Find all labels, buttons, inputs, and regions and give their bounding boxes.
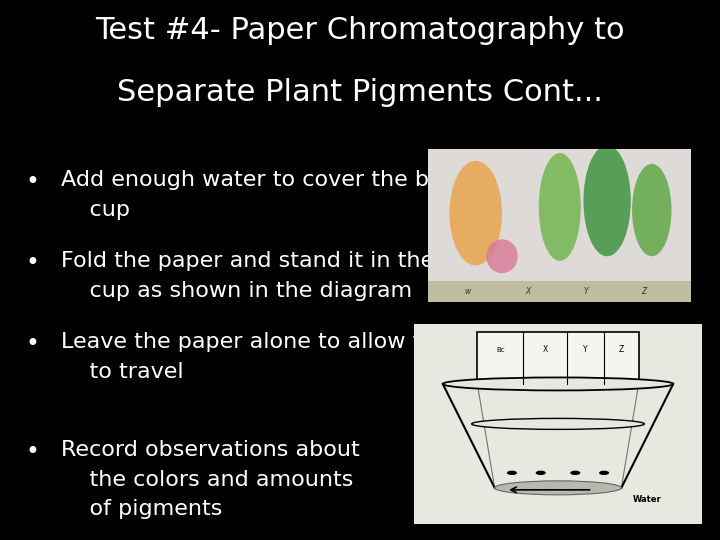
- Ellipse shape: [495, 481, 621, 495]
- Text: X: X: [526, 287, 531, 296]
- Bar: [428, 148, 691, 284]
- Text: Fold the paper and stand it in the
    cup as shown in the diagram: Fold the paper and stand it in the cup a…: [61, 251, 434, 301]
- Bar: [477, 332, 639, 384]
- Ellipse shape: [536, 471, 546, 475]
- Ellipse shape: [486, 239, 518, 273]
- Ellipse shape: [632, 164, 672, 256]
- Ellipse shape: [443, 377, 673, 390]
- Ellipse shape: [570, 471, 580, 475]
- Text: Test #4- Paper Chromatography to: Test #4- Paper Chromatography to: [95, 16, 625, 45]
- Text: Add enough water to cover the bottom of the
    cup: Add enough water to cover the bottom of …: [61, 170, 568, 220]
- Ellipse shape: [472, 418, 644, 429]
- Ellipse shape: [599, 471, 609, 475]
- Text: Z: Z: [642, 287, 647, 296]
- Ellipse shape: [507, 471, 517, 475]
- Ellipse shape: [539, 153, 581, 261]
- Text: Z: Z: [618, 346, 624, 354]
- Text: Bc: Bc: [496, 347, 505, 353]
- Text: Leave the paper alone to allow the pigments
    to travel: Leave the paper alone to allow the pigme…: [61, 332, 561, 382]
- Text: X: X: [542, 346, 548, 354]
- Text: Y: Y: [584, 287, 588, 296]
- Text: Record observations about
    the colors and amounts
    of pigments: Record observations about the colors and…: [61, 440, 360, 519]
- Text: Y: Y: [583, 346, 588, 354]
- Bar: [428, 281, 691, 302]
- Text: •: •: [25, 440, 39, 464]
- Text: •: •: [25, 332, 39, 356]
- Text: Water: Water: [633, 495, 662, 504]
- Ellipse shape: [449, 161, 502, 266]
- Text: Separate Plant Pigments Cont...: Separate Plant Pigments Cont...: [117, 78, 603, 107]
- Text: •: •: [25, 170, 39, 194]
- Ellipse shape: [583, 145, 631, 256]
- Text: •: •: [25, 251, 39, 275]
- Text: w: w: [464, 287, 471, 296]
